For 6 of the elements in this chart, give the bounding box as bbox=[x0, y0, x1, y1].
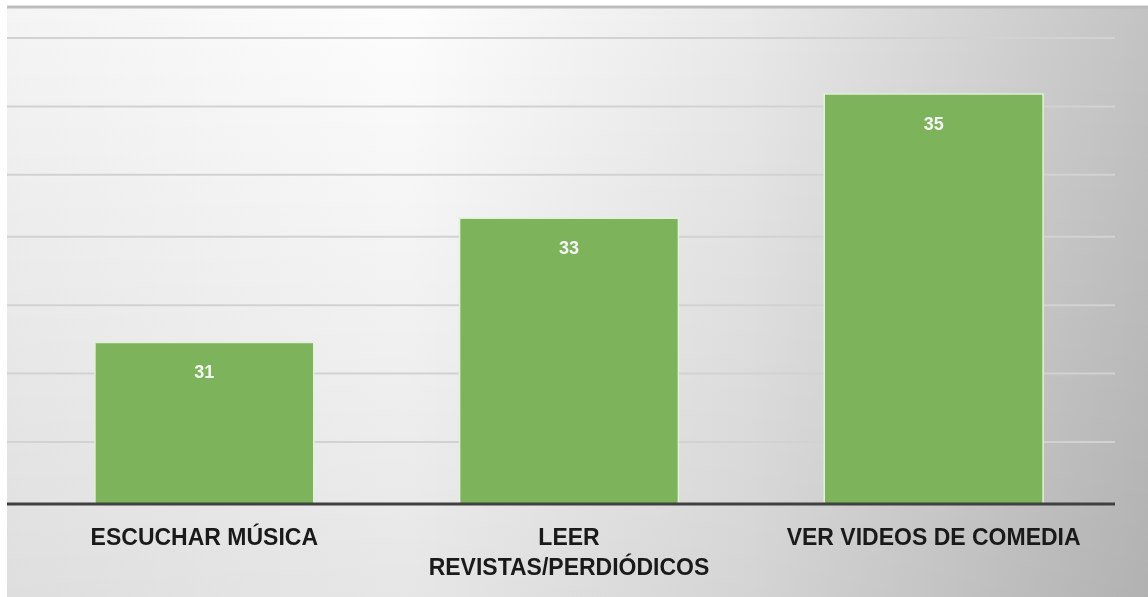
data-label: 31 bbox=[194, 362, 215, 383]
data-label: 35 bbox=[923, 113, 944, 134]
x-tick-label: VER VIDEOS DE COMEDIA bbox=[786, 524, 1081, 550]
x-tick-label: LEER REVISTAS/PERDIÓDICOS bbox=[428, 524, 710, 580]
data-label: 33 bbox=[558, 238, 580, 259]
x-tick-label: ESCUCHAR MÚSICA bbox=[90, 523, 319, 550]
